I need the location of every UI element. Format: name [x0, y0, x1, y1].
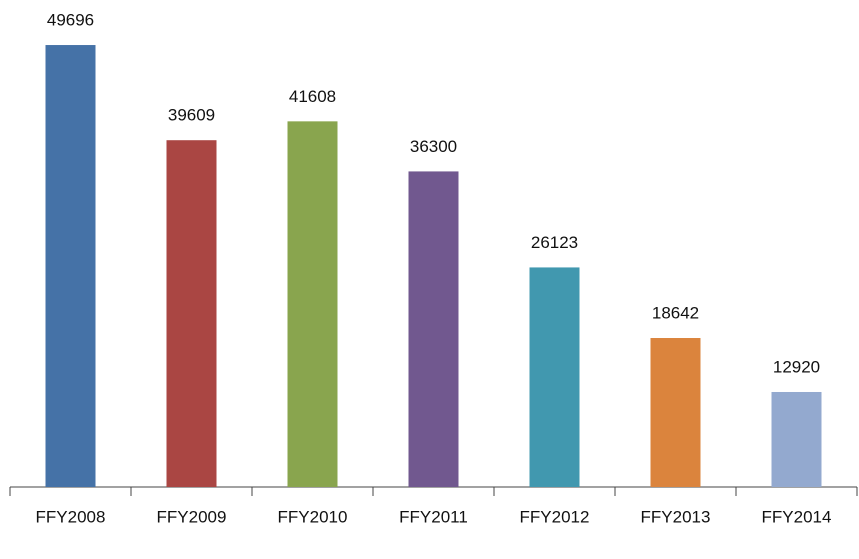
- data-label: 49696: [47, 11, 94, 30]
- x-tick-label: FFY2013: [641, 507, 711, 526]
- x-tick-label: FFY2014: [762, 507, 832, 526]
- x-tick-label: FFY2010: [278, 507, 348, 526]
- data-label: 26123: [531, 233, 578, 252]
- data-label: 12920: [773, 357, 820, 376]
- x-tick-label: FFY2011: [399, 507, 468, 526]
- data-label: 41608: [289, 87, 336, 106]
- bar: [166, 140, 217, 487]
- bar: [408, 171, 459, 488]
- bar: [650, 338, 701, 487]
- x-tick-label: FFY2008: [36, 507, 106, 526]
- data-label: 18642: [652, 303, 699, 322]
- data-label: 39609: [168, 106, 215, 125]
- x-tick-label: FFY2009: [157, 507, 227, 526]
- bar: [529, 267, 580, 487]
- bar: [771, 391, 822, 487]
- bar: [287, 121, 338, 487]
- bar: [45, 45, 96, 487]
- x-tick-label: FFY2012: [520, 507, 590, 526]
- data-label: 36300: [410, 137, 457, 156]
